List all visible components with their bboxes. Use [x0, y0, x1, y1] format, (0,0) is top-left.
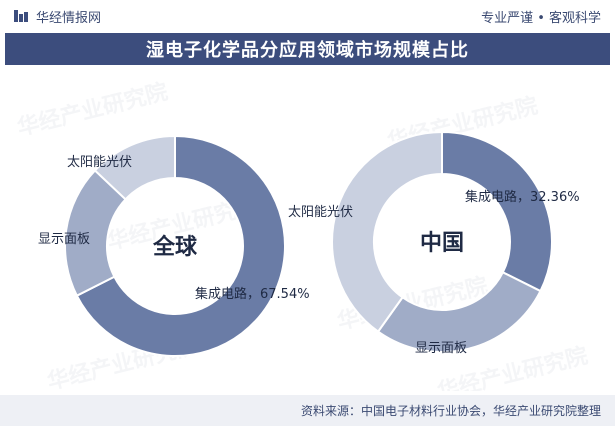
chart-area: 华经产业研究院 华经产业研究院 华经产业研究院 华经产业研究院 华经产业研究院 …	[5, 66, 610, 391]
data-label: 集成电路，32.36%	[465, 189, 580, 205]
brand: 华经情报网	[14, 7, 101, 26]
donut-slice	[441, 130, 553, 293]
footer: 资料来源：中国电子材料行业协会，华经产业研究院整理	[0, 395, 615, 426]
data-label: 集成电路，67.54%	[195, 286, 310, 302]
data-label: 太阳能光伏	[67, 155, 132, 170]
chart-title: 湿电子化学品分应用领域市场规模占比	[5, 33, 610, 65]
brand-name: 华经情报网	[36, 10, 102, 26]
donut-slice	[331, 130, 443, 333]
data-label: 太阳能光伏	[288, 205, 353, 220]
data-label: 显示面板	[415, 341, 467, 356]
source-note: 资料来源：中国电子材料行业协会，华经产业研究院整理	[300, 404, 601, 418]
donut-slice	[75, 134, 286, 357]
donut-center-label: 中国	[420, 231, 464, 256]
donut-center-label: 全球	[152, 234, 198, 260]
data-label: 显示面板	[38, 232, 90, 247]
donut-slice	[93, 134, 176, 201]
brand-logo-icon	[14, 10, 28, 22]
tagline: 专业严谨 • 客观科学	[481, 10, 601, 26]
top-bar: 华经情报网 专业严谨 • 客观科学	[0, 0, 615, 32]
